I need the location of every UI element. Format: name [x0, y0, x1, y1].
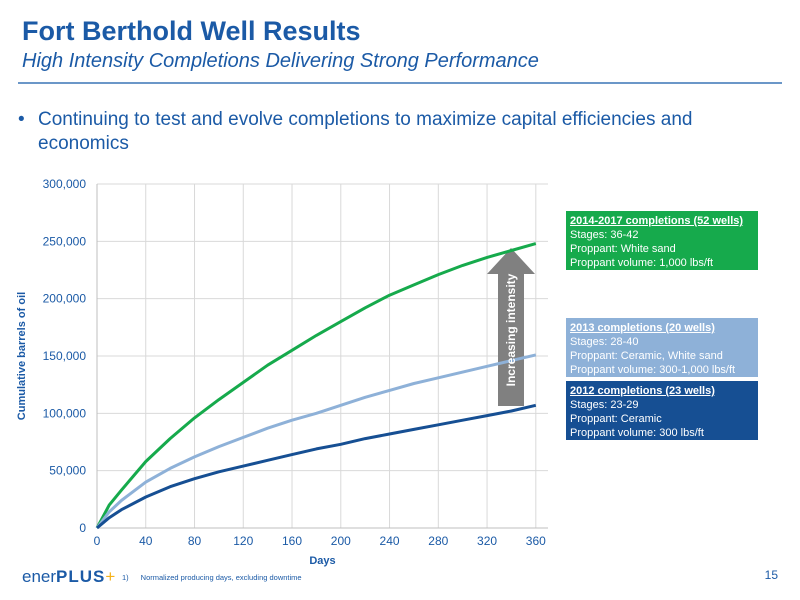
footnote: 1) Normalized producing days, excluding d… — [122, 573, 302, 582]
bullet-marker: • — [18, 109, 25, 130]
y-tick-label: 50,000 — [49, 464, 86, 478]
legend-volume: Proppant volume: 1,000 lbs/ft — [570, 257, 714, 269]
x-axis-label: Days — [309, 555, 335, 567]
legend-proppant: Proppant: Ceramic — [570, 413, 662, 425]
series-line-2012 — [96, 403, 537, 530]
x-tick-label: 80 — [188, 534, 202, 548]
y-axis-label: Cumulative barrels of oil — [16, 292, 28, 420]
legend-heading: 2012 completions (23 wells) — [570, 385, 715, 397]
axes — [96, 184, 548, 529]
footnote-marker: 1) — [122, 573, 129, 582]
up-arrow-icon — [487, 248, 535, 406]
tick-labels: 0 40 80 120 160 200 240 280 320 360 0 50,000 100,000… — [43, 177, 547, 548]
legend-heading: 2013 completions (20 wells) — [570, 322, 715, 334]
legend-proppant: Proppant: White sand — [570, 243, 676, 255]
title-divider — [18, 82, 782, 84]
plus-icon: + — [105, 567, 116, 586]
legend-box-2014-2017: 2014-2017 completions (52 wells) Stages:… — [566, 211, 758, 270]
arrow-label: Increasing intensity — [504, 273, 518, 387]
legend-volume: Proppant volume: 300 lbs/ft — [570, 427, 704, 439]
increasing-intensity-arrow — [487, 248, 535, 406]
series-lines — [95, 242, 537, 530]
legend-box-2012: 2012 completions (23 wells) Stages: 23-2… — [566, 381, 758, 440]
x-tick-label: 40 — [139, 534, 153, 548]
x-tick-label: 200 — [331, 534, 351, 548]
x-tick-label: 280 — [428, 534, 448, 548]
x-tick-label: 320 — [477, 534, 497, 548]
y-tick-label: 0 — [79, 521, 86, 535]
logo-text-a: ener — [22, 567, 57, 586]
enerplus-logo: enerPLUS+ — [22, 567, 115, 587]
bullet-text: Continuing to test and evolve completion… — [38, 109, 693, 154]
x-tick-label: 160 — [282, 534, 302, 548]
x-tick-label: 240 — [380, 534, 400, 548]
x-tick-label: 120 — [233, 534, 253, 548]
cumulative-oil-chart: 0 40 80 120 160 200 240 280 320 360 0 50,000 100,000… — [16, 177, 548, 567]
legend-box-2013: 2013 completions (20 wells) Stages: 28-4… — [566, 318, 758, 377]
page-subtitle: High Intensity Completions Delivering St… — [22, 50, 539, 72]
legend-stages: Stages: 36-42 — [570, 229, 639, 241]
legend-proppant: Proppant: Ceramic, White sand — [570, 350, 723, 362]
y-tick-label: 150,000 — [43, 349, 87, 363]
logo-text-b: PLUS — [56, 567, 106, 586]
page-number: 15 — [764, 568, 778, 582]
series-line-2014-2017 — [95, 242, 537, 529]
footnote-text: Normalized producing days, excluding dow… — [140, 573, 302, 582]
y-tick-label: 250,000 — [43, 234, 87, 248]
y-tick-label: 300,000 — [43, 177, 87, 191]
legend-volume: Proppant volume: 300-1,000 lbs/ft — [570, 364, 736, 376]
legend-heading: 2014-2017 completions (52 wells) — [570, 215, 744, 227]
legend-stages: Stages: 28-40 — [570, 336, 639, 348]
legend-stages: Stages: 23-29 — [570, 399, 639, 411]
y-tick-label: 100,000 — [43, 406, 87, 420]
series-line-2013 — [95, 353, 537, 529]
bullet-point: • Continuing to test and evolve completi… — [18, 108, 778, 156]
x-tick-label: 0 — [94, 534, 101, 548]
y-tick-label: 200,000 — [43, 292, 87, 306]
grid-lines — [96, 183, 548, 529]
x-tick-label: 360 — [526, 534, 546, 548]
page-title: Fort Berthold Well Results — [22, 16, 361, 46]
